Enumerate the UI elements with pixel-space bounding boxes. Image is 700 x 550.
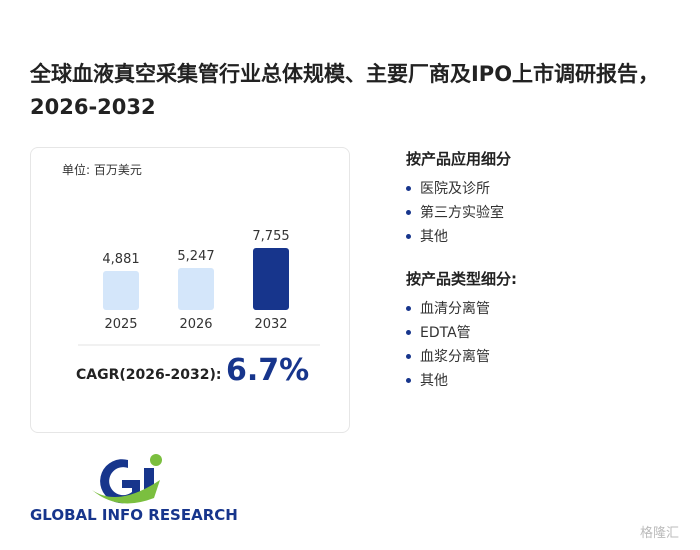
- bullet: [406, 234, 411, 239]
- segment-item: EDTA管: [420, 325, 471, 341]
- chart: 单位: 百万美元 CAGR(2026-2032): 6.7% 4,881 2025…: [62, 162, 320, 388]
- value-label: 7,755: [252, 229, 289, 244]
- unit-label: 单位: 百万美元: [62, 162, 142, 177]
- x-tick-label: 2025: [104, 317, 137, 332]
- cagr-value: 6.7%: [226, 353, 309, 388]
- x-tick-label: 2026: [179, 317, 212, 332]
- report-title: 全球血液真空采集管行业总体规模、主要厂商及IPO上市调研报告，2026-2032: [30, 62, 660, 119]
- bar: [178, 268, 214, 310]
- segment-item: 血清分离管: [420, 301, 490, 317]
- bullet: [406, 186, 411, 191]
- segment-item: 其他: [420, 373, 448, 389]
- logo-text: GLOBAL INFO RESEARCH: [30, 506, 238, 524]
- bullet: [406, 306, 411, 311]
- segment-item: 医院及诊所: [420, 181, 490, 197]
- bullet: [406, 210, 411, 215]
- value-label: 4,881: [102, 252, 139, 267]
- cagr-label: CAGR(2026-2032):: [76, 367, 222, 383]
- bullet: [406, 330, 411, 335]
- value-label: 5,247: [177, 249, 214, 264]
- segment-heading: 按产品应用细分: [406, 150, 512, 168]
- bar: [103, 270, 139, 310]
- bullet: [406, 378, 411, 383]
- bar: [253, 248, 289, 310]
- segment-item: 其他: [420, 229, 448, 245]
- segment-item: 血浆分离管: [420, 349, 490, 365]
- bullet: [406, 354, 411, 359]
- segment-heading: 按产品类型细分:: [406, 270, 517, 288]
- chart-card: [30, 147, 350, 433]
- watermark: 格隆汇: [640, 526, 680, 541]
- logo-mark: [92, 454, 162, 504]
- segment-item: 第三方实验室: [420, 205, 504, 221]
- x-tick-label: 2032: [254, 317, 287, 332]
